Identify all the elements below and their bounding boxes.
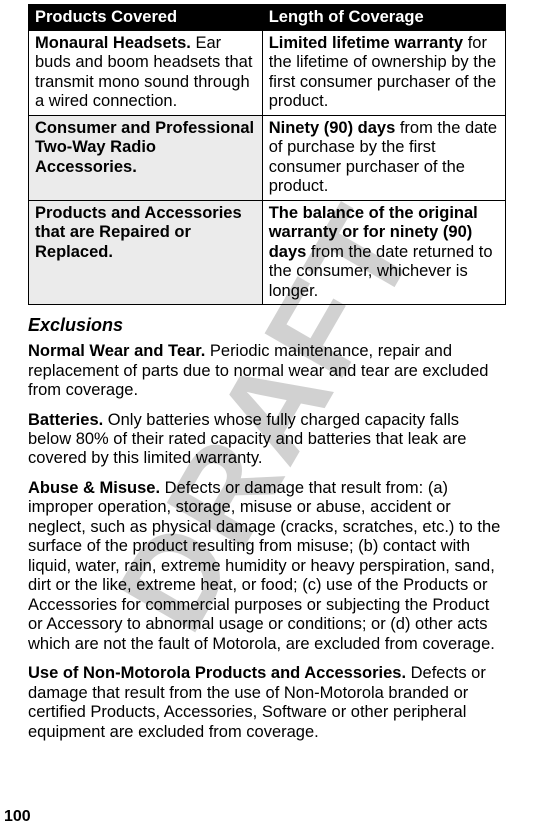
cell-length: Limited lifetime warranty for the lifeti… xyxy=(262,31,505,116)
para-lead: Normal Wear and Tear. xyxy=(28,342,205,360)
cell-length: Ninety (90) days from the date of purcha… xyxy=(262,115,505,200)
para-wear-tear: Normal Wear and Tear. Periodic maintenan… xyxy=(28,342,506,400)
cell-products: Consumer and Professional Two-Way Radio … xyxy=(29,115,263,200)
table-row: Monaural Headsets. Ear buds and boom hea… xyxy=(29,31,506,116)
para-lead: Abuse & Misuse. xyxy=(28,479,160,497)
page-content: Products Covered Length of Coverage Mona… xyxy=(0,0,534,742)
cell-lead: Products and Accessories that are Repair… xyxy=(35,204,242,261)
page-number: 100 xyxy=(4,808,31,826)
cell-lead: Limited lifetime warranty xyxy=(269,34,463,52)
cell-lead: Ninety (90) days xyxy=(269,119,396,137)
para-lead: Batteries. xyxy=(28,411,103,429)
cell-length: The balance of the original warranty or … xyxy=(262,200,505,304)
cell-lead: Monaural Headsets. xyxy=(35,34,191,52)
para-rest: Defects or damage that result from: (a) … xyxy=(28,479,500,653)
para-non-motorola: Use of Non-Motorola Products and Accesso… xyxy=(28,664,506,742)
para-abuse-misuse: Abuse & Misuse. Defects or damage that r… xyxy=(28,479,506,654)
th-length: Length of Coverage xyxy=(262,5,505,31)
table-row: Consumer and Professional Two-Way Radio … xyxy=(29,115,506,200)
cell-lead: Consumer and Professional Two-Way Radio … xyxy=(35,119,254,176)
table-row: Products and Accessories that are Repair… xyxy=(29,200,506,304)
exclusions-heading: Exclusions xyxy=(28,315,506,336)
coverage-table: Products Covered Length of Coverage Mona… xyxy=(28,4,506,305)
para-batteries: Batteries. Only batteries whose fully ch… xyxy=(28,411,506,469)
cell-products: Monaural Headsets. Ear buds and boom hea… xyxy=(29,31,263,116)
th-products: Products Covered xyxy=(29,5,263,31)
cell-products: Products and Accessories that are Repair… xyxy=(29,200,263,304)
para-lead: Use of Non-Motorola Products and Accesso… xyxy=(28,664,406,682)
